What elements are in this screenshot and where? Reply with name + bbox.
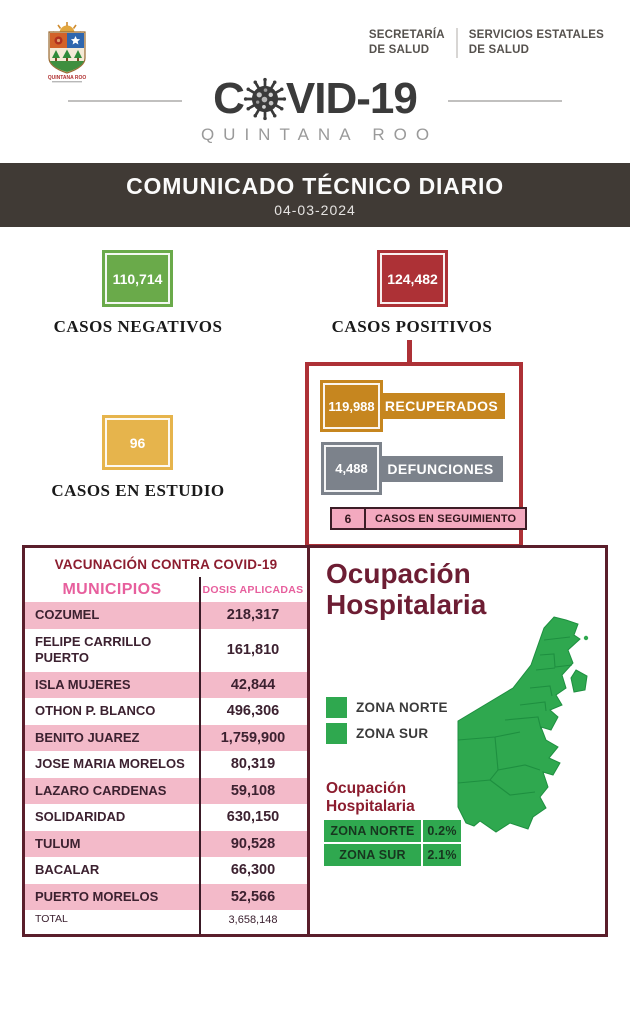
occupancy-zone: ZONA NORTE (324, 820, 421, 842)
occupancy-value: 0.2% (423, 820, 461, 842)
vaccination-section: VACUNACIÓN CONTRA COVID-19 MUNICIPIOS DO… (25, 548, 310, 934)
occupancy-subheading: Ocupación Hospitalaria (326, 780, 415, 816)
hospital-occupancy-section: Ocupación Hospitalaria (313, 548, 605, 934)
banner: COMUNICADO TÉCNICO DIARIO 04-03-2024 (0, 163, 630, 227)
secretaria-de-salud-wordmark: SECRETARÍA DE SALUD (368, 29, 445, 56)
municipal-borders (457, 636, 573, 796)
casos-negativos-box: 110,714 (102, 250, 173, 307)
table-header-row: MUNICIPIOS DOSIS APLICADAS (25, 577, 307, 602)
defunciones-ribbon: DEFUNCIONES (378, 456, 503, 482)
casos-en-estudio-box: 96 (102, 415, 173, 470)
occupancy-value: 2.1% (423, 844, 461, 866)
virus-icon (243, 77, 287, 121)
right-rule (448, 99, 563, 102)
covid-brand: C (192, 76, 438, 145)
table-row: BENITO JUAREZ 1,759,900 (25, 724, 307, 751)
casos-positivos-label: CASOS POSITIVOS (331, 317, 493, 336)
recuperados-value: 119,988 (328, 398, 375, 414)
table-row: FELIPE CARRILLO PUERTO 161,810 (35, 633, 280, 665)
casos-en-estudio-label: CASOS EN ESTUDIO (51, 481, 225, 500)
government-header: SECRETARÍA DE SALUD SERVICIOS ESTATALES … (369, 28, 604, 58)
table-row: JOSE MARIA MORELOS 80,319 (35, 756, 276, 773)
servicios-estatales-wordmark: SERVICIOS ESTATALES DE SALUD (468, 29, 604, 56)
table-row: PUERTO MORELOS 52,566 (25, 883, 307, 910)
recuperados-box: 119,988 (320, 380, 383, 432)
hospital-occupancy-title: Ocupación Hospitalaria (326, 558, 487, 621)
bottom-panel: VACUNACIÓN CONTRA COVID-19 MUNICIPIOS DO… (22, 545, 608, 937)
defunciones-value: 4,488 (335, 461, 368, 476)
vaccination-table: MUNICIPIOS DOSIS APLICADAS COZUMEL 218,3… (25, 577, 307, 930)
vaccination-title: VACUNACIÓN CONTRA COVID-19 (54, 557, 278, 572)
quintana-roo-map (457, 616, 589, 833)
casos-positivos-box: 124,482 (377, 250, 448, 307)
legend-item-zona-sur: ZONA SUR (326, 723, 448, 744)
table-row: BACALAR 66,300 (35, 862, 276, 879)
positivos-connector-line (407, 340, 412, 364)
casos-negativos-value: 110,714 (112, 270, 163, 287)
covid-brand-row: C (0, 76, 630, 145)
table-row: SOLIDARIDAD 630,150 (35, 809, 280, 826)
table-total-row: TOTAL 3,658,148 (35, 913, 278, 926)
zone-legend: ZONA NORTE ZONA SUR (326, 697, 448, 744)
occupancy-table: ZONA NORTE 0.2% ZONA SUR 2.1% (324, 820, 461, 866)
cozumel-island (570, 669, 588, 693)
brand-subtitle: QUINTANA ROO (200, 125, 439, 144)
left-rule (67, 99, 182, 102)
trees-icon (52, 49, 82, 61)
col-municipios: MUNICIPIOS (62, 580, 162, 598)
table-row: COZUMEL 218,317 (25, 602, 307, 629)
header-divider (455, 28, 458, 58)
legend-item-zona-norte: ZONA NORTE (326, 697, 448, 718)
brand-suffix: VID-19 (285, 74, 418, 123)
zona-sur-swatch (326, 723, 347, 744)
casos-en-estudio-value: 96 (129, 434, 146, 451)
brand-prefix: C (213, 74, 245, 123)
recuperados-ribbon: RECUPERADOS (378, 393, 505, 419)
casos-negativos-label: CASOS NEGATIVOS (53, 317, 223, 336)
table-row: TULUM 90,528 (25, 830, 307, 857)
seguimiento-label: CASOS EN SEGUIMIENTO (375, 512, 517, 525)
table-row: ISLA MUJERES 42,844 (25, 671, 307, 698)
small-island (583, 635, 589, 641)
quintana-roo-coat-of-arms: QUINTANA ROO (48, 22, 87, 83)
table-column-divider (199, 577, 201, 934)
coat-caption: QUINTANA ROO (48, 75, 87, 81)
defunciones-box: 4,488 (321, 442, 382, 495)
table-row: OTHON P. BLANCO 496,306 (35, 703, 280, 720)
col-dosis-aplicadas: DOSIS APLICADAS (202, 583, 304, 596)
banner-title: COMUNICADO TÉCNICO DIARIO (126, 172, 504, 199)
casos-positivos-value: 124,482 (387, 270, 438, 287)
occupancy-zone: ZONA SUR (324, 844, 421, 866)
zona-norte-swatch (326, 697, 347, 718)
banner-date: 04-03-2024 (274, 201, 356, 218)
casos-en-seguimiento-badge: 6 CASOS EN SEGUIMIENTO (330, 507, 528, 530)
seguimiento-value: 6 (332, 509, 366, 528)
table-row: LAZARO CARDENAS 59,108 (25, 777, 307, 804)
